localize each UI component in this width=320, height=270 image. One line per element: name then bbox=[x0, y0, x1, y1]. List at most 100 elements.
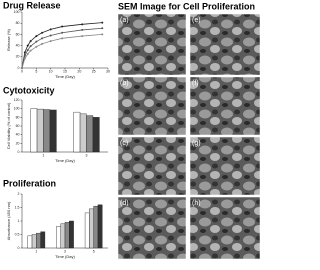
bar bbox=[60, 223, 66, 249]
y-tick-label: 120 bbox=[14, 98, 20, 102]
marker bbox=[29, 49, 32, 52]
bar bbox=[86, 115, 94, 153]
bar bbox=[43, 109, 51, 153]
x-tick-label: 25 bbox=[92, 69, 96, 73]
panel-label: (f) bbox=[192, 80, 199, 87]
sem-image bbox=[117, 76, 187, 136]
bar bbox=[49, 109, 57, 153]
marker bbox=[81, 23, 84, 26]
x-tick-label: 1 bbox=[35, 249, 37, 253]
series-line bbox=[21, 27, 103, 69]
y-tick-label: 100 bbox=[14, 10, 20, 14]
bar bbox=[27, 235, 33, 249]
marker bbox=[61, 37, 64, 40]
x-tick-label: 3 bbox=[64, 249, 66, 253]
marker bbox=[21, 67, 23, 69]
panel-label: (c) bbox=[120, 140, 128, 147]
x-tick-label: 20 bbox=[77, 69, 81, 73]
y-tick-label: 0 bbox=[18, 246, 20, 250]
sem-image bbox=[189, 76, 261, 136]
y-tick-label: 20 bbox=[16, 55, 20, 59]
figure: SEM Image for Cell Proliferation (a) (e) (… bbox=[3, 0, 261, 260]
sem-image bbox=[117, 136, 187, 196]
y-tick-label: 40 bbox=[16, 44, 20, 48]
sem-image bbox=[117, 13, 187, 76]
bar bbox=[92, 117, 100, 153]
marker bbox=[26, 53, 29, 55]
marker bbox=[35, 45, 38, 48]
marker bbox=[49, 34, 52, 37]
bar bbox=[64, 222, 70, 249]
y-tick-label: 0 bbox=[18, 66, 20, 70]
x-tick-label: 1 bbox=[43, 153, 45, 157]
x-tick-label: 5 bbox=[35, 69, 37, 73]
bar bbox=[79, 113, 87, 153]
series-line bbox=[21, 34, 103, 69]
marker bbox=[81, 28, 84, 31]
y-tick-label: 0 bbox=[18, 150, 20, 154]
chart-title: Cytotoxicity bbox=[3, 85, 55, 95]
bar bbox=[56, 226, 61, 249]
x-axis-label: Time (Day) bbox=[55, 74, 75, 79]
marker bbox=[81, 35, 84, 38]
sem-image bbox=[189, 13, 261, 76]
marker bbox=[35, 35, 38, 38]
bar bbox=[36, 108, 44, 153]
panel-label: (g) bbox=[192, 140, 201, 147]
marker bbox=[23, 57, 26, 60]
bar bbox=[93, 205, 99, 249]
x-tick-label: 15 bbox=[63, 69, 67, 73]
bar bbox=[40, 231, 46, 249]
panel-label: (d) bbox=[120, 200, 129, 207]
y-tick-label: 60 bbox=[16, 124, 20, 128]
bar bbox=[30, 108, 38, 153]
marker bbox=[101, 27, 104, 30]
bar bbox=[36, 232, 41, 249]
sem-title: SEM Image for Cell Proliferation bbox=[118, 1, 255, 11]
sem-image bbox=[117, 196, 187, 260]
x-tick-label: 30 bbox=[106, 69, 110, 73]
bar bbox=[89, 208, 94, 249]
y-tick-label: 40 bbox=[16, 133, 20, 137]
y-axis-label: Absorbance (450 nm) bbox=[6, 201, 11, 240]
x-tick-label: 3 bbox=[86, 153, 88, 157]
y-tick-label: 80 bbox=[16, 115, 20, 119]
marker bbox=[101, 21, 104, 24]
y-tick-label: 1.5 bbox=[15, 205, 20, 209]
x-tick-label: 0 bbox=[21, 69, 23, 73]
marker bbox=[49, 40, 52, 43]
y-tick-label: 1 bbox=[18, 219, 20, 223]
y-tick-label: 20 bbox=[16, 141, 20, 145]
marker bbox=[35, 40, 38, 43]
marker bbox=[26, 44, 29, 47]
bar bbox=[69, 220, 74, 249]
marker bbox=[29, 45, 32, 48]
y-axis-label: Cell Viability (% of control) bbox=[6, 102, 11, 149]
marker bbox=[61, 31, 64, 34]
x-axis-label: Time (Day) bbox=[55, 254, 75, 259]
marker bbox=[101, 33, 104, 36]
y-tick-label: 60 bbox=[16, 32, 20, 36]
bar bbox=[73, 111, 81, 153]
marker bbox=[23, 54, 26, 57]
y-tick-label: 0.5 bbox=[15, 232, 20, 236]
chart-title: Proliferation bbox=[3, 178, 56, 188]
panel-label: (h) bbox=[192, 200, 201, 207]
bar bbox=[31, 234, 37, 249]
panel-label: (e) bbox=[192, 17, 201, 24]
marker bbox=[41, 42, 44, 45]
x-axis-label: Time (Day) bbox=[55, 158, 75, 163]
y-tick-label: 100 bbox=[14, 107, 20, 111]
panel-label: (b) bbox=[120, 80, 129, 87]
bar bbox=[97, 204, 103, 249]
marker bbox=[61, 25, 64, 28]
bar bbox=[84, 212, 90, 249]
panel-label: (a) bbox=[120, 17, 129, 24]
marker bbox=[41, 37, 44, 40]
marker bbox=[41, 31, 44, 34]
sem-image bbox=[189, 136, 261, 196]
marker bbox=[23, 51, 26, 54]
chart-title: Drug Release bbox=[3, 0, 61, 10]
sem-image bbox=[189, 196, 261, 260]
marker bbox=[49, 28, 52, 31]
